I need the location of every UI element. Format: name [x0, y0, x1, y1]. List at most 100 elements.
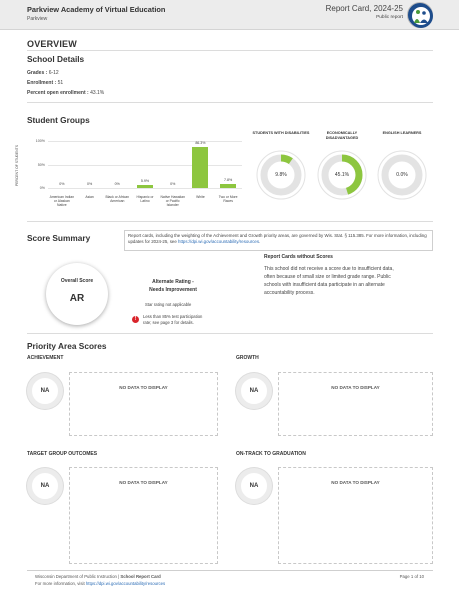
- bar-value-label: 86.3%: [195, 141, 206, 146]
- text-line: accountability process.: [264, 290, 315, 296]
- y-tick-label: 100%: [35, 139, 45, 143]
- detail-value: 43.1%: [90, 90, 105, 96]
- donut-value: 9.8%: [275, 172, 287, 178]
- detail-value: 6-12: [48, 70, 59, 76]
- without-scores-title: Report Cards without Scores: [264, 254, 333, 260]
- governance-note: Report cards, including the weighting of…: [124, 230, 433, 251]
- report-subtitle: Public report: [376, 15, 403, 20]
- warning-line: Less than 85% test participation: [143, 314, 203, 319]
- donut-frame: [256, 150, 306, 200]
- donut-frame: [377, 150, 427, 200]
- growth-score: NA: [236, 373, 272, 409]
- donut-value: 45.1%: [334, 172, 350, 178]
- note-line: more information, including updates for …: [128, 233, 427, 244]
- target-group-label: TARGET GROUP OUTCOMES: [27, 451, 98, 457]
- overall-score-label: Overall Score: [60, 278, 94, 284]
- footer-more-info: For more information, visit: [35, 581, 86, 586]
- y-tick-label: 50%: [37, 162, 45, 167]
- donut-track: [260, 154, 302, 196]
- report-title: Report Card, 2024-25: [325, 4, 403, 13]
- category-label: Two or More Races: [218, 195, 238, 204]
- donut-track: [381, 154, 423, 196]
- school-name: Parkview Academy of Virtual Education: [27, 5, 166, 14]
- gridline: [48, 188, 242, 189]
- rating-line: Alternate Rating -: [152, 279, 194, 285]
- priority-areas-heading: Priority Area Scores: [27, 341, 107, 351]
- text-line: This school did not receive a score due …: [264, 266, 394, 272]
- text-line: schools with insufficient data participa…: [264, 282, 385, 288]
- bar: [220, 184, 237, 188]
- donut-track: [321, 154, 363, 196]
- donut-chart: [317, 150, 367, 200]
- footer-line-2: For more information, visit https://dpi.…: [35, 581, 165, 586]
- footer-line-1: Wisconsin Department of Public Instructi…: [35, 574, 161, 579]
- target-group-no-data: NO DATA TO DISPLAY: [69, 467, 218, 564]
- gridline: [48, 141, 242, 142]
- overall-score-value: AR: [69, 293, 85, 304]
- footer-org: Wisconsin Department of Public Instructi…: [35, 574, 121, 579]
- target-group-score: NA: [27, 468, 63, 504]
- without-scores-text: This school did not receive a score due …: [264, 265, 394, 297]
- star-rating-text: Star rating not applicable: [145, 302, 192, 307]
- page-number: Page 1 of 10: [399, 574, 424, 579]
- footer-doc-title: School Report Card: [120, 574, 161, 579]
- warning-icon: !: [132, 316, 139, 323]
- gridline: [48, 164, 242, 166]
- rating-text: Alternate Rating - Needs Improvement: [131, 278, 215, 294]
- category-label: Asian: [85, 195, 94, 199]
- category-label: White: [196, 195, 205, 199]
- category-label: Black or African American: [105, 195, 130, 204]
- detail-enrollment: Enrollment : 51: [27, 80, 63, 86]
- donut-value: 0.0%: [396, 172, 408, 178]
- overview-heading: OVERVIEW: [27, 39, 77, 49]
- detail-label: Percent open enrollment :: [27, 90, 89, 96]
- bar-value-label: 7.8%: [224, 178, 233, 183]
- achievement-score: NA: [27, 373, 63, 409]
- text-line: often because of small size or limited g…: [264, 274, 391, 280]
- detail-grades: Grades : 6-12: [27, 70, 59, 76]
- detail-label: Grades :: [27, 70, 48, 76]
- growth-no-data: NO DATA TO DISPLAY: [278, 372, 433, 436]
- y-tick-label: 0%: [39, 186, 45, 190]
- bar-value-label: 0%: [86, 182, 93, 186]
- student-groups-heading: Student Groups: [27, 115, 90, 125]
- donut-chart: [377, 150, 427, 200]
- donut-title: ENGLISH LEARNERS: [382, 131, 422, 135]
- rating-line: Needs Improvement: [149, 287, 197, 293]
- donut-chart: [256, 150, 306, 200]
- donut-slice: [260, 154, 302, 196]
- bar-value-label: 5.9%: [140, 179, 150, 184]
- category-label: Hispanic or Latino: [136, 195, 154, 204]
- bar: [192, 147, 209, 188]
- footer-link[interactable]: https://dpi.wi.gov/accountability/resour…: [85, 581, 166, 586]
- category-label: American Indian or Alaskan Native: [49, 195, 75, 208]
- divider: [27, 50, 433, 51]
- report-header: Parkview Academy of Virtual Education Pa…: [0, 0, 459, 30]
- bar: [137, 185, 153, 188]
- note-line: Report cards, including the weighting of…: [128, 233, 373, 238]
- on-track-label: ON-TRACK TO GRADUATION: [236, 451, 306, 457]
- dpi-logo-icon: [407, 2, 433, 28]
- score-summary-heading: Score Summary: [27, 233, 91, 243]
- on-track-score: NA: [236, 468, 272, 504]
- warning-line: rate; see page 3 for details.: [143, 320, 194, 325]
- detail-open-enrollment: Percent open enrollment : 43.1%: [27, 90, 104, 96]
- participation-warning: Less than 85% test participation rate; s…: [143, 314, 202, 326]
- note-end: .: [259, 238, 261, 244]
- bar-value-label: 0%: [59, 182, 65, 186]
- detail-value: 51: [57, 80, 64, 86]
- donut-slice: [321, 154, 363, 196]
- bar-value-label: 0%: [114, 182, 120, 186]
- resources-link[interactable]: https://dpi.wi.gov/accountability/resour…: [178, 238, 260, 244]
- y-axis-title: PERCENT OF STUDENTS: [15, 144, 19, 186]
- donut-title: STUDENTS WITH DISABILITIES: [252, 131, 310, 135]
- divider: [27, 333, 433, 334]
- donut-title: ECONOMICALLY DISADVANTAGED: [325, 131, 359, 140]
- on-track-no-data: NO DATA TO DISPLAY: [278, 467, 433, 564]
- school-details-heading: School Details: [27, 54, 85, 64]
- divider: [27, 102, 433, 103]
- overall-score-badge: Overall Score AR: [46, 263, 108, 325]
- achievement-no-data: NO DATA TO DISPLAY: [69, 372, 218, 436]
- donut-frame: [317, 150, 367, 200]
- divider: [27, 221, 433, 222]
